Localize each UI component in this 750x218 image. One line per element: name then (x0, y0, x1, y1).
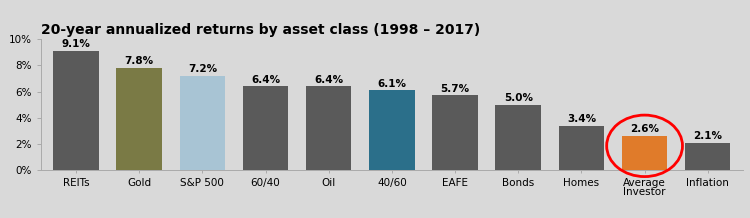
Text: 7.8%: 7.8% (124, 56, 154, 66)
Text: 3.4%: 3.4% (567, 114, 596, 124)
Bar (559, 126, 604, 170)
Text: 6.4%: 6.4% (251, 75, 280, 85)
Bar (496, 105, 541, 170)
Text: 7.2%: 7.2% (188, 64, 217, 74)
Text: 9.1%: 9.1% (62, 39, 91, 49)
Text: 6.4%: 6.4% (314, 75, 344, 85)
Text: 5.7%: 5.7% (440, 84, 470, 94)
Text: 2.6%: 2.6% (630, 124, 659, 135)
Bar (432, 95, 478, 170)
Bar (116, 68, 162, 170)
Text: 5.0%: 5.0% (504, 93, 532, 103)
Bar (622, 136, 668, 170)
Bar (53, 51, 99, 170)
Bar (243, 86, 288, 170)
Text: 2.1%: 2.1% (693, 131, 722, 141)
Bar (685, 143, 730, 170)
Bar (306, 86, 352, 170)
Text: 6.1%: 6.1% (377, 79, 406, 89)
Bar (369, 90, 415, 170)
Bar (179, 76, 225, 170)
Text: 20-year annualized returns by asset class (1998 – 2017): 20-year annualized returns by asset clas… (41, 23, 481, 37)
